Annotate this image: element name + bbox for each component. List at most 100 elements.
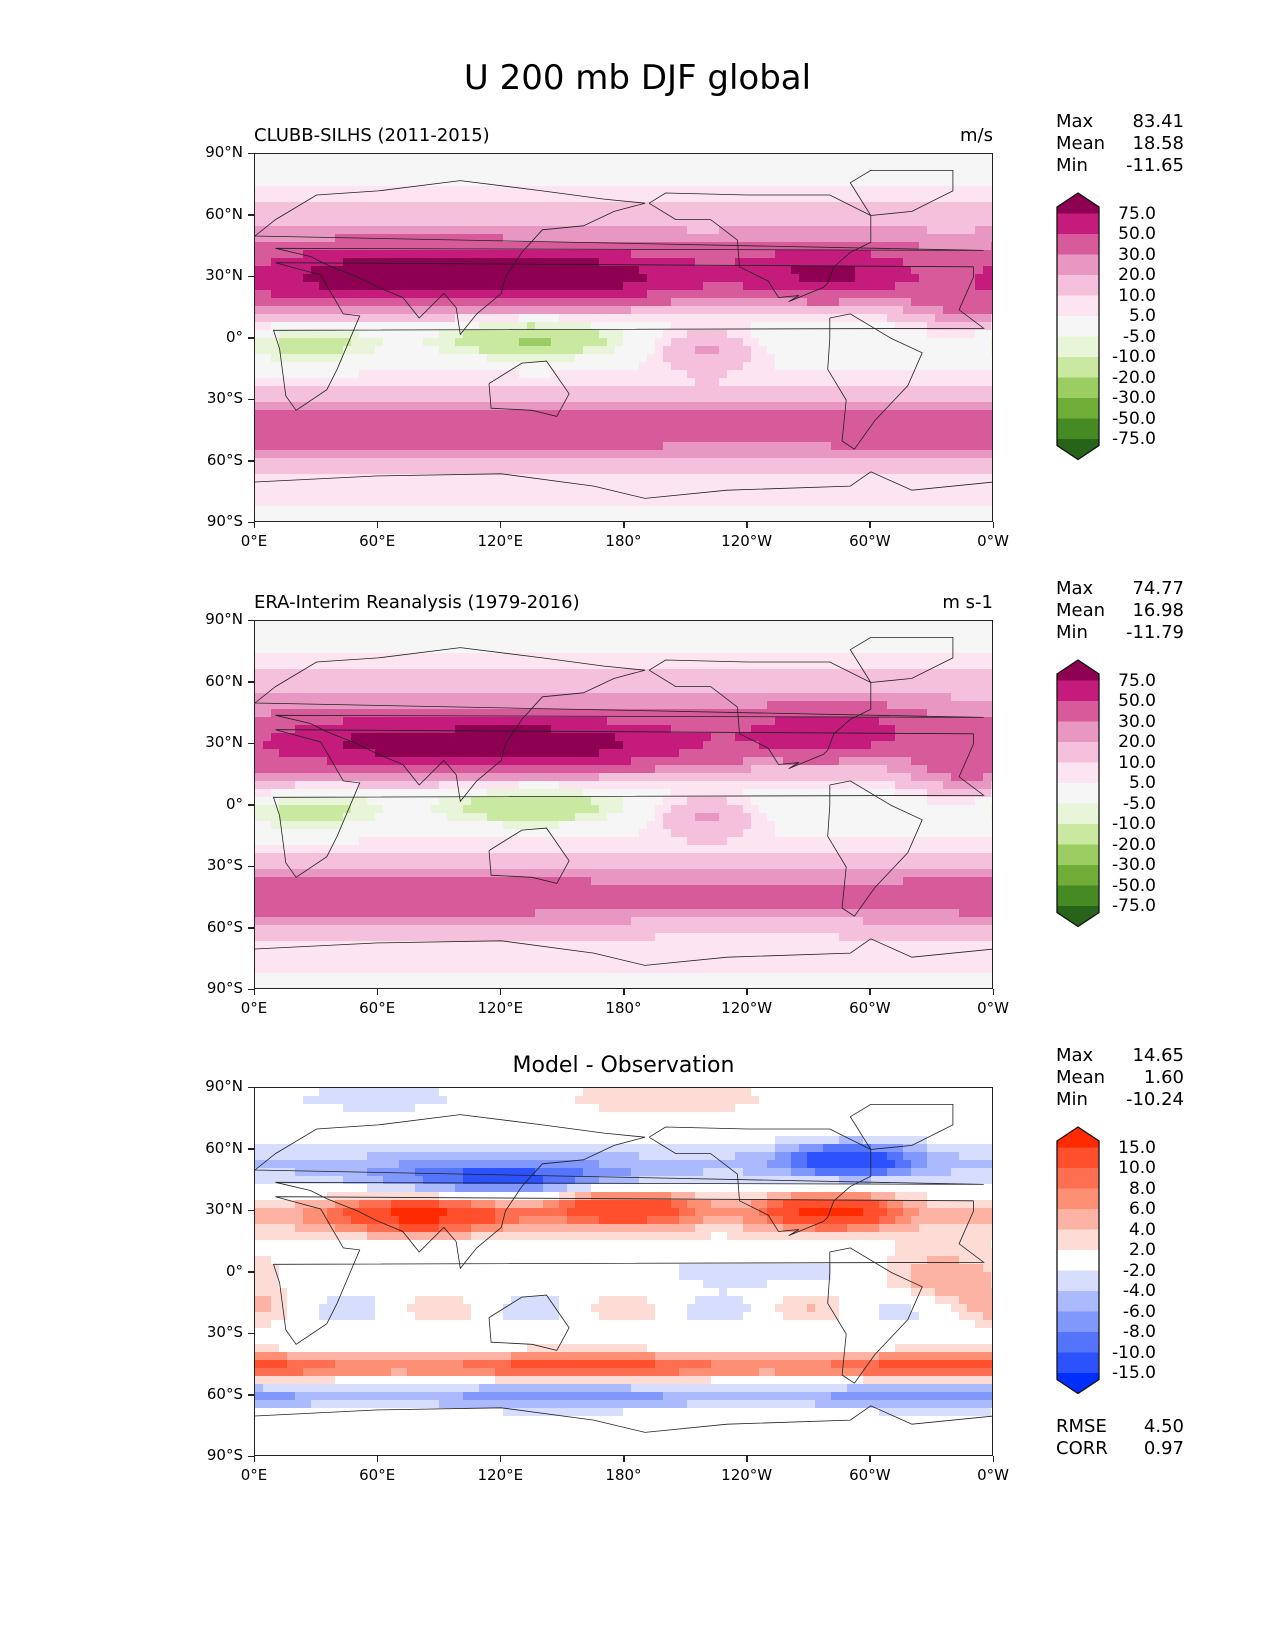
contour-cell: [607, 266, 616, 275]
contour-cell: [327, 442, 336, 451]
contour-cell: [975, 234, 984, 243]
contour-cell: [847, 482, 856, 491]
contour-cell: [655, 418, 664, 427]
contour-cell: [463, 386, 472, 395]
contour-cell: [847, 234, 856, 243]
contour-cell: [447, 210, 456, 219]
contour-cell: [615, 661, 624, 670]
contour-cell: [751, 498, 760, 507]
contour-cell: [687, 661, 696, 670]
contour-cell: [255, 282, 264, 291]
contour-cell: [623, 266, 632, 275]
contour-cell: [495, 410, 504, 419]
contour-cell: [943, 234, 952, 243]
contour-cell: [551, 482, 560, 491]
contour-cell: [295, 202, 304, 211]
contour-cell: [799, 290, 808, 299]
stat-label: Min: [1056, 155, 1088, 176]
contour-cell: [783, 386, 792, 395]
contour-cell: [615, 442, 624, 451]
contour-cell: [815, 210, 824, 219]
contour-cell: [727, 314, 736, 323]
contour-cell: [727, 621, 736, 630]
contour-cell: [575, 386, 584, 395]
contour-cell: [343, 442, 352, 451]
contour-cell: [631, 314, 640, 323]
contour-cell: [799, 274, 808, 283]
contour-cell: [703, 474, 712, 483]
contour-cell: [255, 354, 264, 363]
contour-cell: [991, 290, 992, 299]
contour-cell: [791, 330, 800, 339]
contour-cell: [527, 426, 536, 435]
contour-cell: [575, 629, 584, 638]
contour-cell: [967, 194, 976, 203]
contour-cell: [543, 474, 552, 483]
contour-cell: [455, 621, 464, 630]
contour-cell: [519, 386, 528, 395]
contour-cell: [759, 498, 768, 507]
contour-cell: [879, 629, 888, 638]
contour-cell: [895, 290, 904, 299]
contour-cell: [863, 314, 872, 323]
contour-cell: [271, 482, 280, 491]
contour-cell: [271, 234, 280, 243]
contour-cell: [743, 426, 752, 435]
contour-cell: [551, 274, 560, 283]
contour-cell: [927, 386, 936, 395]
contour-cell: [471, 386, 480, 395]
contour-cell: [759, 290, 768, 299]
contour-cell: [567, 266, 576, 275]
contour-cell: [703, 154, 712, 163]
contour-cell: [391, 250, 400, 259]
contour-cell: [967, 629, 976, 638]
contour-cell: [919, 458, 928, 467]
contour-cell: [391, 162, 400, 171]
contour-cell: [719, 234, 728, 243]
contour-cell: [751, 266, 760, 275]
contour-cell: [903, 418, 912, 427]
contour-cell: [647, 282, 656, 291]
contour-cell: [991, 202, 992, 211]
contour-cell: [823, 629, 832, 638]
contour-cell: [471, 466, 480, 475]
contour-cell: [567, 402, 576, 411]
contour-cell: [455, 298, 464, 307]
contour-cell: [919, 218, 928, 227]
contour-cell: [959, 506, 968, 515]
contour-cell: [711, 506, 720, 515]
contour-cell: [967, 362, 976, 371]
contour-cell: [719, 442, 728, 451]
contour-cell: [543, 202, 552, 211]
contour-cell: [535, 386, 544, 395]
contour-cell: [431, 186, 440, 195]
contour-cell: [983, 498, 992, 507]
x-tick-mark: [623, 522, 625, 528]
contour-cell: [895, 322, 904, 331]
contour-cell: [439, 498, 448, 507]
contour-cell: [479, 482, 488, 491]
contour-cell: [255, 426, 264, 435]
contour-cell: [551, 290, 560, 299]
contour-cell: [863, 162, 872, 171]
contour-cell: [695, 482, 704, 491]
contour-cell: [487, 346, 496, 355]
contour-cell: [399, 314, 408, 323]
contour-cell: [351, 410, 360, 419]
contour-cell: [935, 314, 944, 323]
contour-cell: [543, 426, 552, 435]
contour-cell: [567, 322, 576, 331]
contour-cell: [743, 330, 752, 339]
contour-cell: [975, 645, 984, 654]
contour-cell: [495, 506, 504, 515]
contour-cell: [551, 645, 560, 654]
contour-cell: [887, 386, 896, 395]
contour-cell: [799, 250, 808, 259]
contour-cell: [279, 322, 288, 331]
contour-cell: [543, 338, 552, 347]
contour-cell: [391, 338, 400, 347]
contour-cell: [687, 490, 696, 499]
contour-cell: [263, 250, 272, 259]
contour-cell: [279, 498, 288, 507]
contour-cell: [647, 178, 656, 187]
